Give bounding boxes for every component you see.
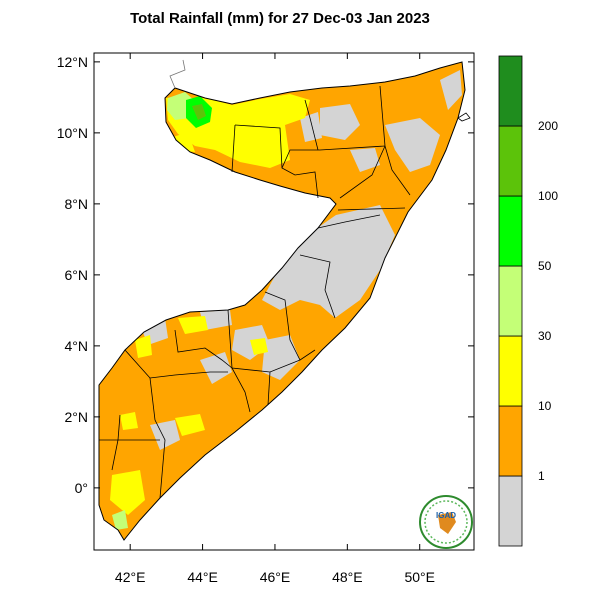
legend-labels: 1 10 30 50 100 200 — [538, 119, 558, 483]
lat-tick-label: 4°N — [65, 338, 89, 354]
legend-label: 10 — [538, 399, 552, 413]
latitude-ticks: 12°N 10°N 8°N 6°N 4°N 2°N 0° — [57, 54, 474, 496]
lat-tick-label: 0° — [75, 480, 88, 496]
legend-swatch — [498, 265, 523, 337]
lon-tick-label: 50°E — [404, 569, 435, 585]
lon-tick-label: 46°E — [260, 569, 291, 585]
legend-swatch — [498, 335, 523, 407]
legend-swatch — [498, 405, 523, 477]
legend-label: 30 — [538, 329, 552, 343]
legend-swatch — [498, 195, 523, 267]
lat-tick-label: 6°N — [65, 267, 89, 283]
lon-tick-label: 44°E — [187, 569, 218, 585]
legend-color-bar — [498, 55, 523, 547]
lat-tick-label: 10°N — [57, 125, 88, 141]
neighbour-border — [169, 59, 186, 89]
lat-tick-label: 8°N — [65, 196, 89, 212]
legend-swatch — [498, 125, 523, 197]
legend-label: 50 — [538, 259, 552, 273]
lon-tick-label: 48°E — [332, 569, 363, 585]
lon-tick-label: 42°E — [115, 569, 146, 585]
legend-label: 200 — [538, 119, 558, 133]
legend-swatch — [498, 55, 523, 127]
africa-map-icon — [438, 512, 456, 534]
legend-label: 1 — [538, 469, 545, 483]
admin-boundaries — [99, 85, 411, 499]
legend-swatch — [498, 475, 523, 547]
lat-tick-label: 12°N — [57, 54, 88, 70]
rainfall-midgreen-area — [192, 104, 206, 120]
socotra-outline — [457, 112, 471, 122]
legend-label: 100 — [538, 189, 558, 203]
logo-text: IGAD — [436, 511, 456, 520]
igad-logo: IGAD — [419, 495, 473, 549]
longitude-ticks: 42°E 44°E 46°E 48°E 50°E — [115, 53, 435, 585]
lat-tick-label: 2°N — [65, 409, 89, 425]
map-title: Total Rainfall (mm) for 27 Dec-03 Jan 20… — [130, 10, 430, 27]
